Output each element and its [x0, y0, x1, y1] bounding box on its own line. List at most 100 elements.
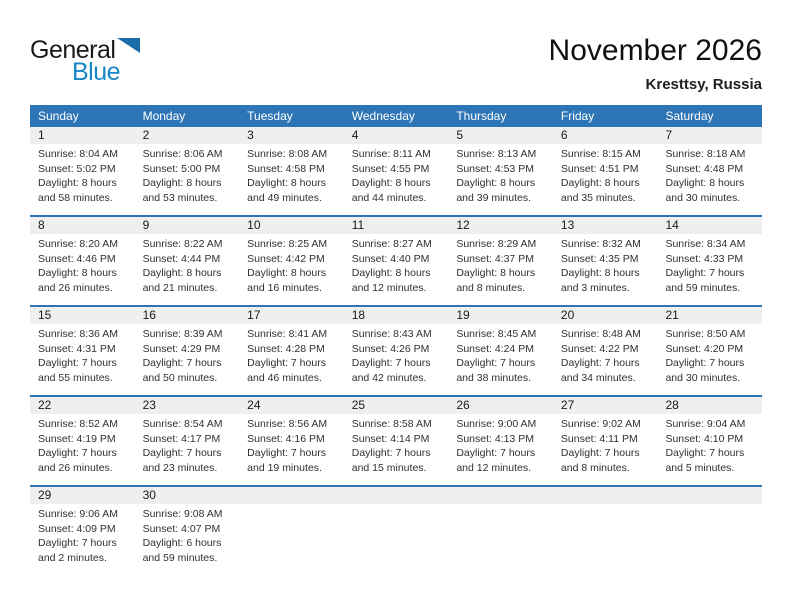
sun-info: Sunrise: 8:48 AM Sunset: 4:22 PM Daylight:…: [553, 324, 658, 385]
sun-info: Sunrise: 8:56 AM Sunset: 4:16 PM Daylight:…: [239, 414, 344, 475]
sun-info-line: Sunrise: 8:34 AM: [665, 238, 746, 250]
sun-info-line: Sunrise: 8:29 AM: [456, 238, 537, 250]
sun-info: Sunrise: 8:06 AM Sunset: 5:00 PM Daylight:…: [135, 144, 240, 205]
day-number: 17: [239, 307, 344, 324]
sun-info-line: and 3 minutes.: [560, 281, 630, 294]
calendar-cell-empty: [552, 487, 658, 575]
day-number: [657, 487, 763, 504]
title-block: November 2026 Kresttsy, Russia: [549, 34, 762, 93]
sun-info-line: Sunset: 4:28 PM: [247, 342, 325, 355]
sun-info-line: Daylight: 8 hours: [560, 267, 640, 280]
calendar-cell: 23 Sunrise: 8:54 AM Sunset: 4:17 PM Dayligh…: [134, 397, 240, 485]
sun-info-line: Sunrise: 8:39 AM: [142, 328, 223, 340]
day-number: 29: [30, 487, 135, 504]
sun-info-line: Daylight: 8 hours: [38, 177, 117, 190]
sun-info-line: Daylight: 7 hours: [351, 447, 431, 460]
day-number: 18: [343, 307, 449, 324]
sun-info-line: Daylight: 8 hours: [351, 177, 431, 190]
calendar-cell: 5 Sunrise: 8:13 AM Sunset: 4:53 PM Daylight…: [448, 127, 553, 215]
calendar-cell: 11 Sunrise: 8:27 AM Sunset: 4:40 PM Dayligh…: [343, 217, 449, 305]
sun-info-line: Sunset: 4:40 PM: [351, 252, 430, 265]
sun-info-line: Sunset: 4:48 PM: [665, 162, 744, 175]
calendar-cell-empty: [657, 487, 763, 575]
sun-info-line: and 26 minutes.: [38, 281, 113, 294]
day-number: 21: [657, 307, 763, 324]
sun-info-line: Daylight: 7 hours: [456, 357, 536, 370]
week-row: 8 Sunrise: 8:20 AM Sunset: 4:46 PM Daylight…: [30, 215, 763, 305]
sun-info-line: Daylight: 7 hours: [665, 447, 745, 460]
calendar-cell: 28 Sunrise: 9:04 AM Sunset: 4:10 PM Dayligh…: [657, 397, 763, 485]
calendar-cell: 30 Sunrise: 9:08 AM Sunset: 4:07 PM Dayligh…: [134, 487, 240, 575]
page-location: Kresttsy, Russia: [645, 76, 762, 93]
sun-info-line: Sunset: 4:29 PM: [142, 342, 221, 355]
sun-info-line: Sunset: 4:14 PM: [351, 432, 430, 445]
day-number: [448, 487, 553, 504]
sun-info-line: Sunrise: 8:04 AM: [38, 148, 118, 160]
sun-info-line: Daylight: 7 hours: [142, 357, 222, 370]
sun-info-line: Sunset: 4:07 PM: [142, 522, 221, 535]
sun-info: Sunrise: 8:34 AM Sunset: 4:33 PM Daylight:…: [657, 234, 762, 295]
sun-info-line: and 49 minutes.: [247, 191, 322, 204]
calendar-cell-empty: [239, 487, 344, 575]
calendar-cell-empty: [448, 487, 553, 575]
calendar-cell: 9 Sunrise: 8:22 AM Sunset: 4:44 PM Daylight…: [134, 217, 240, 305]
day-number: 3: [239, 127, 344, 144]
sun-info-line: Sunrise: 8:43 AM: [351, 328, 432, 340]
sun-info-line: Sunrise: 8:08 AM: [247, 148, 328, 160]
sun-info: Sunrise: 8:58 AM Sunset: 4:14 PM Daylight:…: [344, 414, 449, 475]
day-number: 15: [30, 307, 135, 324]
sun-info-line: Sunset: 4:53 PM: [456, 162, 534, 175]
sun-info-line: and 30 minutes.: [665, 371, 741, 384]
sun-info-line: Sunset: 4:35 PM: [560, 252, 639, 265]
sun-info: Sunrise: 9:02 AM Sunset: 4:11 PM Daylight:…: [553, 414, 658, 475]
day-number: [239, 487, 344, 504]
sun-info: Sunrise: 8:52 AM Sunset: 4:19 PM Daylight:…: [30, 414, 135, 475]
sun-info-line: Sunrise: 8:18 AM: [665, 148, 746, 160]
day-number: 5: [448, 127, 553, 144]
weekday-header-row: Sunday Monday Tuesday Wednesday Thursday…: [30, 105, 762, 127]
sun-info-line: Sunrise: 8:45 AM: [456, 328, 537, 340]
sun-info-line: Sunrise: 8:20 AM: [38, 238, 118, 250]
sun-info-line: Sunset: 4:33 PM: [665, 252, 744, 265]
sun-info-line: Sunset: 4:22 PM: [560, 342, 639, 355]
sun-info-line: Daylight: 8 hours: [456, 177, 536, 190]
sun-info-line: and 8 minutes.: [456, 281, 526, 294]
sun-info-line: and 35 minutes.: [560, 191, 636, 204]
sun-info-line: and 16 minutes.: [247, 281, 322, 294]
weekday-header-friday: Friday: [560, 109, 595, 123]
sun-info-line: and 44 minutes.: [351, 191, 427, 204]
sun-info-line: Sunrise: 8:56 AM: [247, 418, 328, 430]
sun-info-line: Sunrise: 8:48 AM: [560, 328, 641, 340]
sun-info-line: Daylight: 7 hours: [142, 447, 222, 460]
calendar-cell: 4 Sunrise: 8:11 AM Sunset: 4:55 PM Daylight…: [343, 127, 449, 215]
sun-info-line: and 15 minutes.: [351, 461, 427, 474]
calendar-cell: 20 Sunrise: 8:48 AM Sunset: 4:22 PM Dayligh…: [552, 307, 658, 395]
calendar-weeks: 1 Sunrise: 8:04 AM Sunset: 5:02 PM Daylight…: [30, 127, 763, 575]
sun-info-line: and 8 minutes.: [560, 461, 630, 474]
sun-info-line: and 50 minutes.: [142, 371, 218, 384]
calendar-cell: 13 Sunrise: 8:32 AM Sunset: 4:35 PM Dayligh…: [552, 217, 658, 305]
day-number: 11: [343, 217, 449, 234]
sun-info: Sunrise: 8:50 AM Sunset: 4:20 PM Daylight:…: [657, 324, 762, 385]
sun-info-line: Daylight: 7 hours: [38, 447, 117, 460]
sun-info-line: Sunset: 4:13 PM: [456, 432, 534, 445]
calendar-cell: 6 Sunrise: 8:15 AM Sunset: 4:51 PM Daylight…: [552, 127, 658, 215]
sun-info-line: Sunrise: 8:52 AM: [38, 418, 118, 430]
sun-info: Sunrise: 8:08 AM Sunset: 4:58 PM Daylight:…: [239, 144, 344, 205]
day-number: 23: [134, 397, 240, 414]
day-number: [343, 487, 449, 504]
logo-word-blue: Blue: [72, 58, 121, 86]
sun-info: Sunrise: 8:27 AM Sunset: 4:40 PM Daylight:…: [344, 234, 449, 295]
calendar-cell: 26 Sunrise: 9:00 AM Sunset: 4:13 PM Dayligh…: [448, 397, 553, 485]
sun-info-line: Sunrise: 9:02 AM: [560, 418, 641, 430]
sun-info-line: Sunrise: 8:58 AM: [351, 418, 432, 430]
sun-info-line: and 12 minutes.: [456, 461, 532, 474]
sun-info-line: and 46 minutes.: [247, 371, 322, 384]
sun-info: Sunrise: 8:13 AM Sunset: 4:53 PM Daylight:…: [448, 144, 553, 205]
sun-info: Sunrise: 8:22 AM Sunset: 4:44 PM Daylight:…: [135, 234, 240, 295]
sun-info-line: Sunrise: 8:13 AM: [456, 148, 537, 160]
sun-info-line: Sunrise: 9:06 AM: [38, 508, 118, 520]
calendar-cell: 3 Sunrise: 8:08 AM Sunset: 4:58 PM Daylight…: [239, 127, 344, 215]
day-number: [552, 487, 658, 504]
day-number: 2: [134, 127, 240, 144]
